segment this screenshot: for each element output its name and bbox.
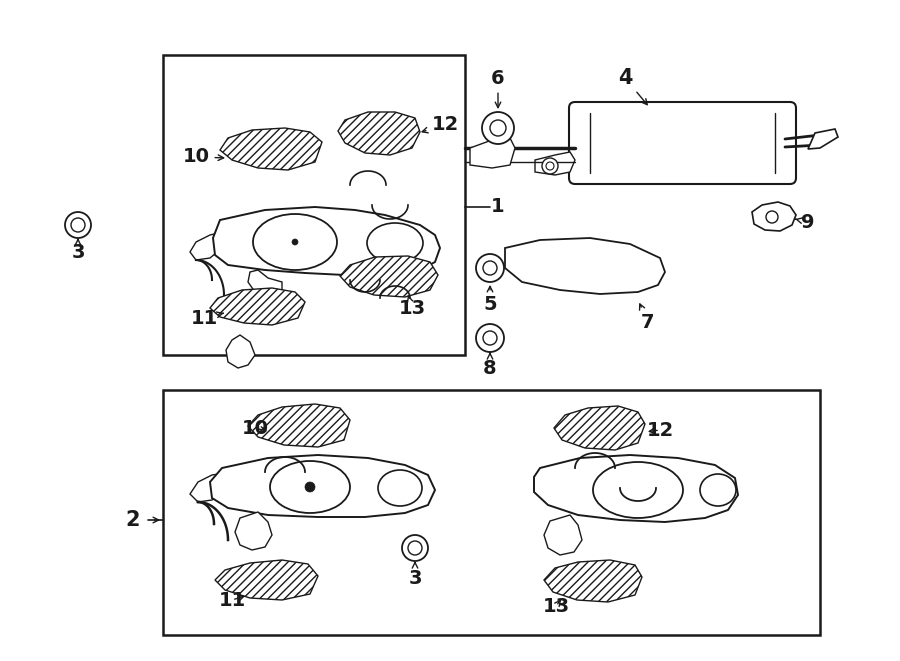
Text: 12: 12: [646, 420, 673, 440]
Polygon shape: [248, 270, 282, 296]
Circle shape: [71, 218, 85, 232]
FancyBboxPatch shape: [569, 102, 796, 184]
Text: 10: 10: [241, 418, 268, 438]
Polygon shape: [470, 138, 515, 168]
Ellipse shape: [367, 223, 423, 263]
Text: 11: 11: [219, 590, 246, 609]
Polygon shape: [220, 128, 322, 170]
Text: 1: 1: [491, 198, 505, 217]
Polygon shape: [190, 473, 225, 502]
Ellipse shape: [253, 214, 337, 270]
Ellipse shape: [378, 470, 422, 506]
Bar: [163, 390, 820, 635]
Polygon shape: [210, 288, 305, 325]
Circle shape: [292, 239, 298, 245]
Text: 5: 5: [483, 286, 497, 315]
Circle shape: [483, 331, 497, 345]
Text: 2: 2: [126, 510, 140, 530]
Polygon shape: [226, 335, 255, 368]
Circle shape: [402, 535, 428, 561]
Polygon shape: [544, 560, 642, 602]
Polygon shape: [554, 406, 645, 450]
Circle shape: [483, 261, 497, 275]
Polygon shape: [235, 512, 272, 550]
Ellipse shape: [700, 474, 736, 506]
Polygon shape: [808, 129, 838, 149]
Text: 9: 9: [796, 212, 814, 231]
Text: 11: 11: [191, 309, 223, 327]
Circle shape: [482, 112, 514, 144]
Circle shape: [766, 211, 778, 223]
Circle shape: [408, 541, 422, 555]
Text: 13: 13: [543, 596, 570, 615]
Text: 3: 3: [71, 239, 85, 262]
Ellipse shape: [593, 462, 683, 518]
Bar: [163, 55, 465, 355]
Polygon shape: [340, 256, 438, 297]
Text: 8: 8: [483, 353, 497, 377]
Polygon shape: [248, 404, 350, 447]
Ellipse shape: [270, 461, 350, 513]
Circle shape: [476, 324, 504, 352]
Circle shape: [490, 120, 506, 136]
Text: 4: 4: [617, 68, 647, 104]
Polygon shape: [210, 455, 435, 517]
Text: 6: 6: [491, 69, 505, 108]
Polygon shape: [215, 560, 318, 600]
Text: 10: 10: [183, 147, 224, 167]
Polygon shape: [535, 152, 575, 175]
Polygon shape: [338, 112, 420, 155]
Text: 12: 12: [422, 116, 459, 134]
Text: 7: 7: [640, 304, 655, 332]
Circle shape: [476, 254, 504, 282]
Circle shape: [546, 162, 554, 170]
Polygon shape: [213, 207, 440, 275]
Circle shape: [305, 482, 315, 492]
Polygon shape: [190, 232, 222, 260]
Polygon shape: [752, 202, 796, 231]
Polygon shape: [544, 515, 582, 555]
Polygon shape: [505, 238, 665, 294]
Text: 13: 13: [399, 295, 426, 317]
Circle shape: [65, 212, 91, 238]
Text: 3: 3: [409, 563, 422, 588]
Circle shape: [542, 158, 558, 174]
Polygon shape: [534, 455, 738, 522]
